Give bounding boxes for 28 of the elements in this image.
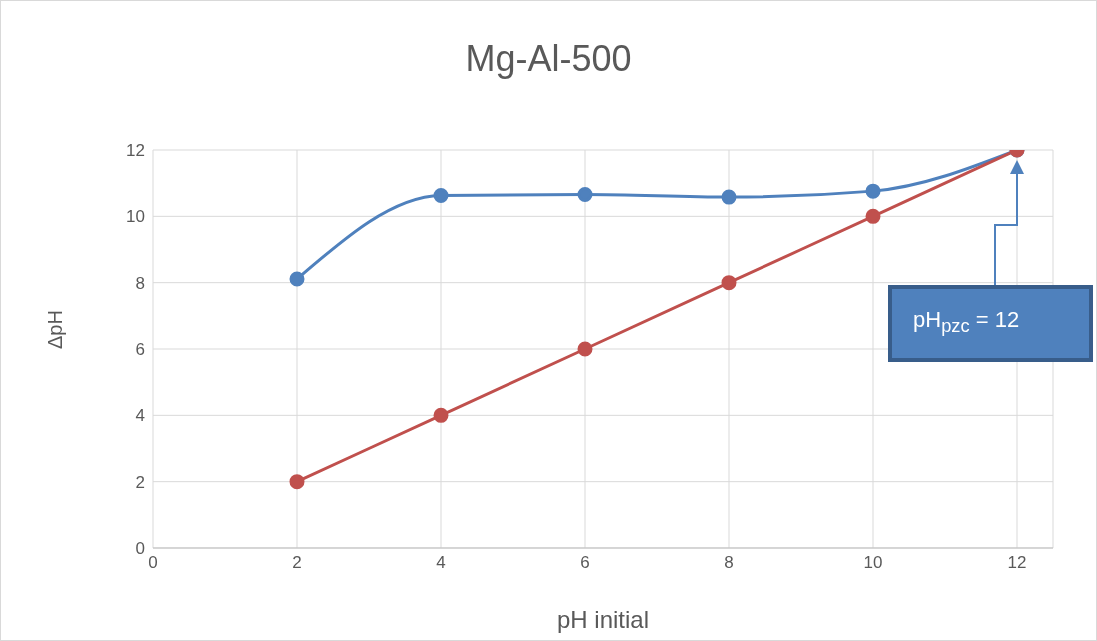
x-axis-title: pH initial xyxy=(556,606,650,633)
x-tick-label: 0 xyxy=(148,553,158,573)
x-tick-label: 4 xyxy=(436,553,446,573)
y-tick-label: 12 xyxy=(126,141,145,161)
x-tick-label: 2 xyxy=(292,553,302,573)
y-tick-label: 4 xyxy=(135,406,145,426)
x-tick-label: 12 xyxy=(1007,553,1027,573)
point xyxy=(289,474,305,490)
annotation: pH$_{pzc}$ = 12 xyxy=(913,307,1020,338)
point xyxy=(577,341,593,357)
point xyxy=(721,275,737,291)
point xyxy=(721,189,737,205)
point xyxy=(433,187,449,203)
point xyxy=(577,186,593,202)
point xyxy=(289,271,305,287)
point xyxy=(865,183,881,199)
x-tick-label: 6 xyxy=(580,553,590,573)
point xyxy=(865,208,881,224)
x-tick-label: 8 xyxy=(724,553,734,573)
y-tick-label: 6 xyxy=(135,340,145,360)
point xyxy=(433,407,449,423)
chart-title: Mg-Al-500 xyxy=(464,38,633,80)
y-tick-label: 8 xyxy=(135,273,145,293)
y-tick-label: 0 xyxy=(135,539,145,559)
y-tick-label: 2 xyxy=(135,472,145,492)
x-tick-label: 10 xyxy=(863,553,883,573)
y-tick-label: 10 xyxy=(126,207,145,227)
y-axis-title: ΔpH xyxy=(44,310,67,349)
